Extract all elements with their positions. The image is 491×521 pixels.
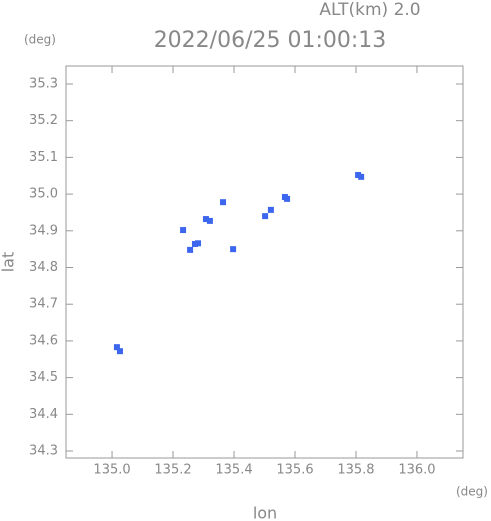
x-tick-label: 135.8 — [337, 463, 374, 478]
chart-title: 2022/06/25 01:00:13 — [154, 28, 387, 53]
y-unit: (deg) — [24, 33, 56, 47]
echo-point — [230, 246, 237, 253]
x-tick-label: 135.4 — [215, 463, 252, 478]
x-tick-label: 135.2 — [154, 463, 191, 478]
echo-point — [116, 348, 123, 355]
x-tick-label: 135.6 — [276, 463, 313, 478]
echo-point — [355, 172, 362, 179]
y-tick-label: 35.1 — [29, 150, 58, 165]
echo-point — [113, 344, 120, 351]
echo-point — [195, 240, 202, 247]
y-tick-label: 35.3 — [29, 76, 58, 91]
y-tick-label: 35.2 — [29, 113, 58, 128]
y-axis-label: lat — [0, 252, 18, 273]
x-unit: (deg) — [456, 485, 488, 499]
echo-point — [202, 216, 209, 223]
x-tick-label: 136.0 — [398, 463, 435, 478]
y-tick-label: 34.7 — [29, 297, 58, 312]
echo-point — [180, 227, 187, 234]
y-tick-label: 34.6 — [29, 333, 58, 348]
echo-point — [187, 246, 194, 253]
x-tick-label: 135.0 — [93, 463, 130, 478]
y-tick-label: 34.8 — [29, 260, 58, 275]
echo-point — [284, 195, 291, 202]
echo-point — [206, 217, 213, 224]
x-axis-label: lon — [253, 504, 277, 521]
y-tick-label: 35.0 — [29, 187, 58, 202]
echo-point — [358, 173, 365, 180]
echo-point — [220, 199, 227, 206]
y-tick-label: 34.9 — [29, 223, 58, 238]
y-tick-label: 34.3 — [29, 444, 58, 459]
echo-point — [191, 241, 198, 248]
y-tick-label: 34.5 — [29, 370, 58, 385]
echo-point — [262, 213, 269, 220]
y-tick-label: 34.4 — [29, 407, 58, 422]
echo-point — [267, 206, 274, 213]
plot-frame — [65, 65, 464, 459]
chart-subtitle: ALT(km) 2.0 — [319, 0, 420, 20]
